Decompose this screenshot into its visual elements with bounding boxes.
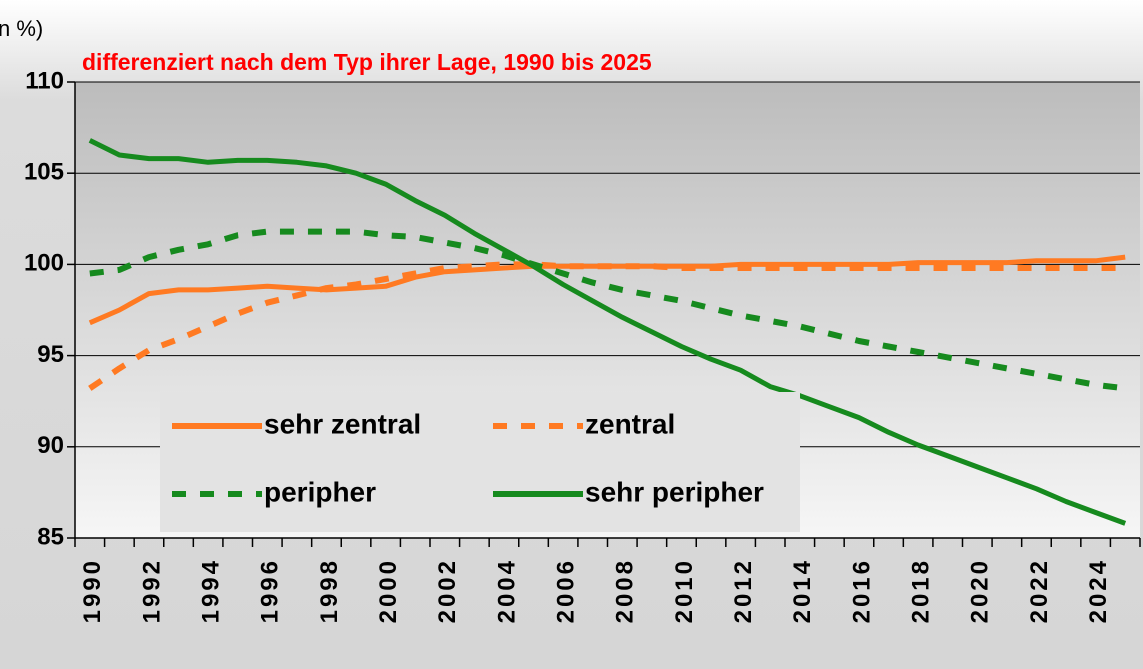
x-tick-label: 1990 [79,558,106,623]
x-tick-label: 1992 [138,558,165,623]
y-tick-label: 105 [24,159,64,186]
x-tick-label: 2006 [552,558,579,623]
x-tick-label: 2012 [730,558,757,623]
legend-label: sehr zentral [264,408,421,439]
series-line [88,138,1127,526]
lines [88,138,1127,526]
x-tick-label: 1998 [316,558,343,623]
x-tick-label: 2018 [907,558,934,623]
x-tick-label: 2022 [1026,558,1053,623]
chart-title: differenziert nach dem Typ ihrer Lage, 1… [82,49,652,75]
x-tick-label: 2010 [671,558,698,623]
axes: 85 90 95 100 105 110 1990 1992 1994 1996 1998 2000 2… [24,67,1141,623]
y-axis-label: n %) [0,16,43,41]
x-tick-label: 1994 [197,558,224,623]
x-tick-label: 2002 [434,558,461,623]
y-tick-label: 85 [37,523,64,550]
y-tick-label: 95 [37,341,64,368]
legend-box [160,392,800,532]
x-tick-label: 1996 [257,558,284,623]
series-line [88,261,1126,391]
legend: sehr zentral zentral peripher sehr peripher [160,392,800,532]
x-tick-label: 2016 [848,558,875,623]
series-line [89,228,1126,392]
x-tick-label: 2000 [375,558,402,623]
y-tick-label: 90 [37,432,64,459]
legend-label: sehr peripher [585,476,764,507]
x-tick-label: 2014 [789,558,816,623]
legend-label: peripher [264,476,376,507]
x-tick-label: 2020 [967,558,994,623]
y-tick-label: 110 [25,67,64,94]
legend-label: zentral [585,408,675,439]
x-tick-label: 2004 [493,558,520,623]
y-tick-label: 100 [24,250,64,277]
x-tick-label: 2008 [612,558,639,623]
x-tick-label: 2024 [1085,558,1112,623]
